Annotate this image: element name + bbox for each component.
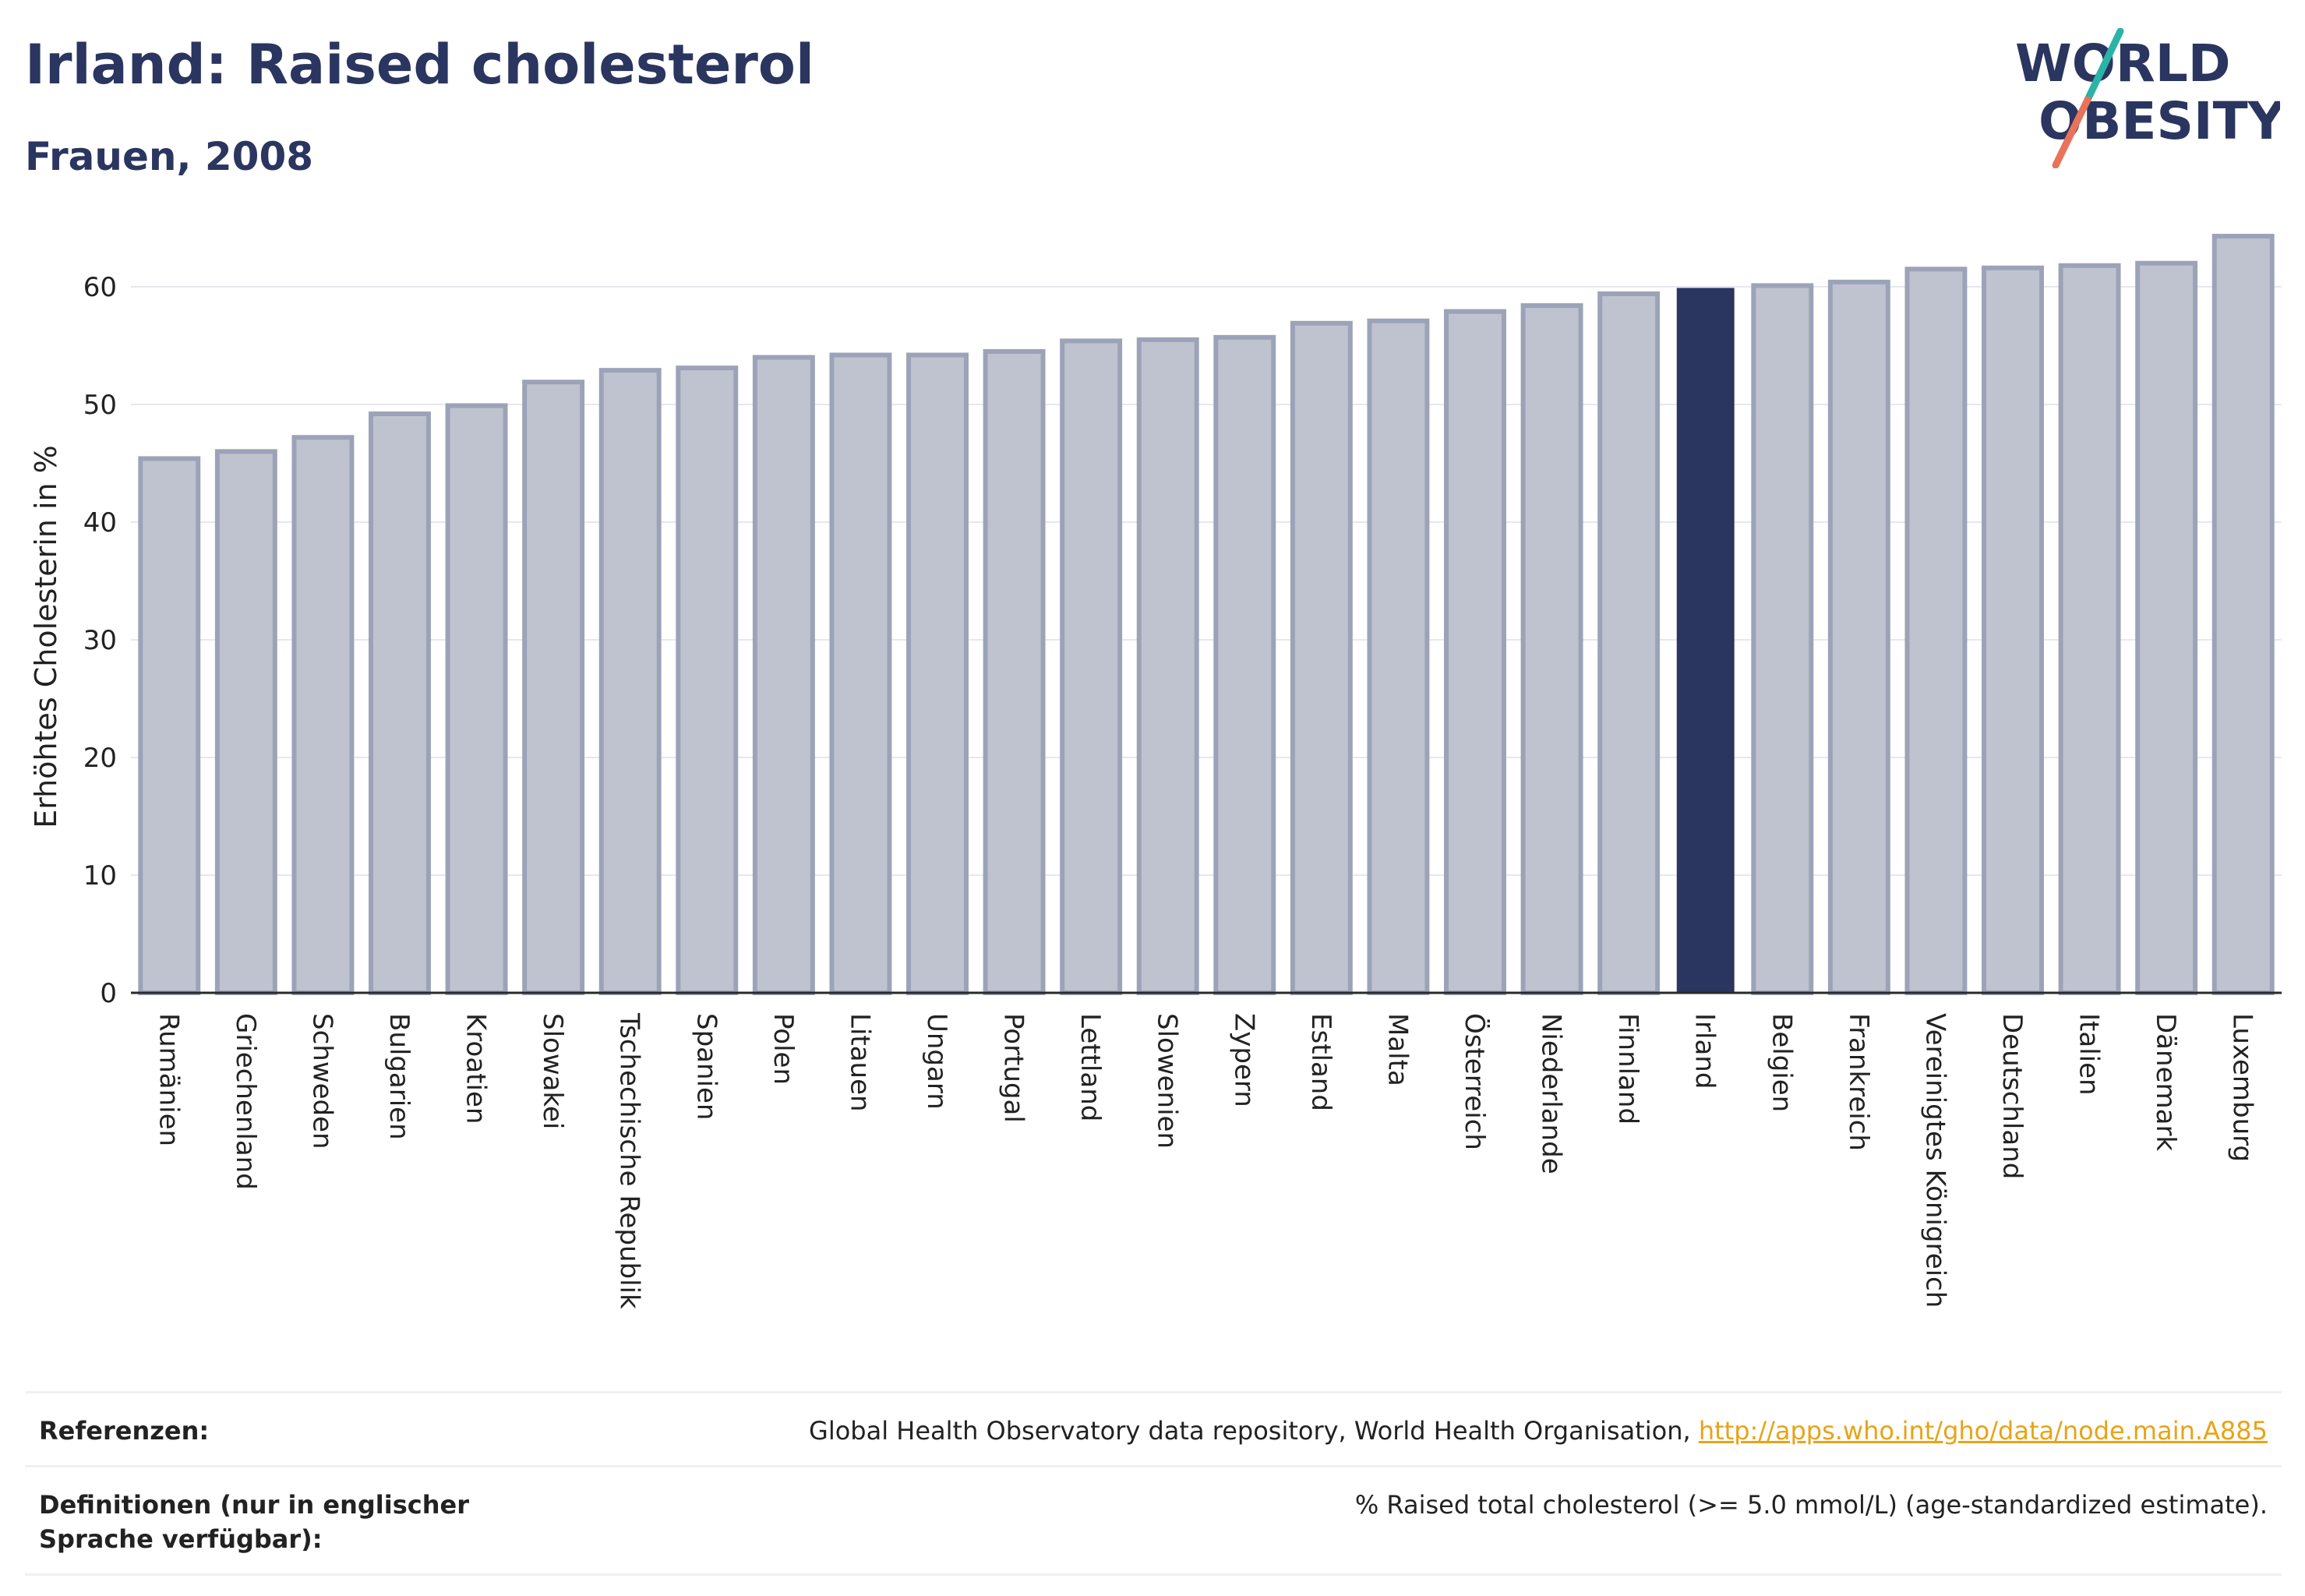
y-tick-label: 20 — [83, 743, 117, 774]
chart-title: Irland: Raised cholesterol — [25, 33, 814, 97]
x-tick-label: Finnland — [1612, 1013, 1643, 1125]
bar-belgien — [1751, 283, 1814, 995]
references-row: Referenzen: Global Health Observatory da… — [25, 1391, 2282, 1465]
definitions-label: Definitionen (nur in englischer Sprache … — [39, 1490, 469, 1554]
bar-litauen — [829, 352, 892, 996]
x-tick-label: Vereinigtes Königreich — [1919, 1013, 1950, 1308]
y-axis-label: Erhöhtes Cholesterin in % — [29, 445, 63, 828]
bar-rumänien — [138, 456, 201, 995]
bar-vereinigtes-königreich — [1904, 267, 1968, 996]
x-tick-label: Slowakei — [537, 1013, 568, 1129]
x-tick-label: Slowenien — [1152, 1013, 1183, 1149]
logo-text-world: WORLD — [2015, 34, 2231, 94]
x-tick-label: Portugal — [998, 1013, 1029, 1123]
y-tick-label: 50 — [83, 390, 117, 421]
x-tick-label: Luxemburg — [2227, 1013, 2258, 1162]
y-tick-label: 40 — [83, 507, 117, 538]
references-text: Global Health Observatory data repositor… — [809, 1416, 1699, 1446]
bar-slowakei — [522, 380, 585, 995]
y-tick-label: 0 — [100, 978, 117, 1009]
bar-österreich — [1444, 309, 1506, 996]
definitions-row: Definitionen (nur in englischer Sprache … — [25, 1465, 2282, 1576]
bar-griechenland — [214, 449, 277, 995]
bar-bulgarien — [369, 411, 431, 995]
bar-tschechische-republik — [598, 368, 662, 995]
y-tick-label: 30 — [83, 625, 117, 656]
bar-niederlande — [1520, 303, 1583, 995]
bar-chart: 0 10 20 30 40 50 60 Erhöhtes Cholesterin in % Ru… — [29, 234, 2282, 1309]
bar-schweden — [291, 435, 355, 995]
x-tick-label: Schweden — [306, 1013, 337, 1149]
x-tick-label: Tschechische Republik — [614, 1012, 645, 1309]
x-tick-label: Ungarn — [921, 1013, 952, 1110]
y-tick-label: 10 — [83, 860, 117, 892]
bar-luxemburg — [2211, 234, 2275, 995]
x-tick-label: Italien — [2074, 1013, 2105, 1096]
logo-slash-teal — [2084, 28, 2124, 104]
bar-frankreich — [1827, 279, 1890, 995]
x-tick-label: Österreich — [1459, 1013, 1491, 1150]
bar-irland — [1676, 288, 1735, 993]
bar-dänemark — [2135, 260, 2198, 995]
bar-estland — [1290, 320, 1353, 996]
chart-subtitle: Frauen, 2008 — [25, 134, 314, 179]
references-table: Referenzen: Global Health Observatory da… — [25, 1391, 2282, 1576]
x-tick-label: Estland — [1305, 1013, 1336, 1111]
logo-slash-coral — [2052, 96, 2091, 168]
x-tick-label: Spanien — [690, 1013, 722, 1120]
bar-polen — [752, 355, 815, 995]
x-tick-label: Kroatien — [461, 1013, 492, 1124]
x-tick-label: Griechenland — [230, 1013, 261, 1190]
x-tick-label: Zypern — [1228, 1013, 1259, 1107]
x-tick-label: Dänemark — [2150, 1013, 2181, 1151]
references-label: Referenzen: — [39, 1416, 210, 1446]
bar-italien — [2058, 263, 2121, 995]
x-tick-label: Irland — [1689, 1013, 1721, 1089]
bar-finnland — [1597, 291, 1661, 995]
bar-spanien — [676, 365, 739, 995]
bar-kroatien — [445, 403, 508, 995]
x-tick-label: Malta — [1382, 1013, 1413, 1086]
bar-ungarn — [906, 352, 969, 996]
bar-malta — [1367, 318, 1430, 995]
bar-portugal — [983, 349, 1046, 995]
bar-slowenien — [1136, 337, 1199, 995]
x-tick-label: Litauen — [844, 1013, 875, 1112]
references-value: Global Health Observatory data repositor… — [809, 1414, 2268, 1448]
x-tick-label: Frankreich — [1843, 1013, 1874, 1151]
bar-deutschland — [1982, 265, 2044, 995]
x-tick-label: Belgien — [1766, 1013, 1797, 1112]
x-tick-label: Deutschland — [1996, 1013, 2028, 1179]
x-tick-label: Bulgarien — [383, 1013, 415, 1140]
world-obesity-logo: WORLD OBESITY — [2015, 28, 2280, 168]
x-tick-label: Rumänien — [153, 1013, 184, 1146]
x-tick-label: Lettland — [1075, 1013, 1106, 1121]
references-link[interactable]: http://apps.who.int/gho/data/node.main.A… — [1698, 1416, 2268, 1446]
x-tick-label: Polen — [768, 1013, 799, 1085]
definitions-value: % Raised total cholesterol (>= 5.0 mmol/… — [1354, 1490, 2268, 1520]
y-tick-label: 60 — [83, 272, 117, 303]
x-tick-label: Niederlande — [1536, 1013, 1567, 1174]
bar-lettland — [1060, 338, 1123, 995]
bar-zypern — [1213, 334, 1276, 995]
